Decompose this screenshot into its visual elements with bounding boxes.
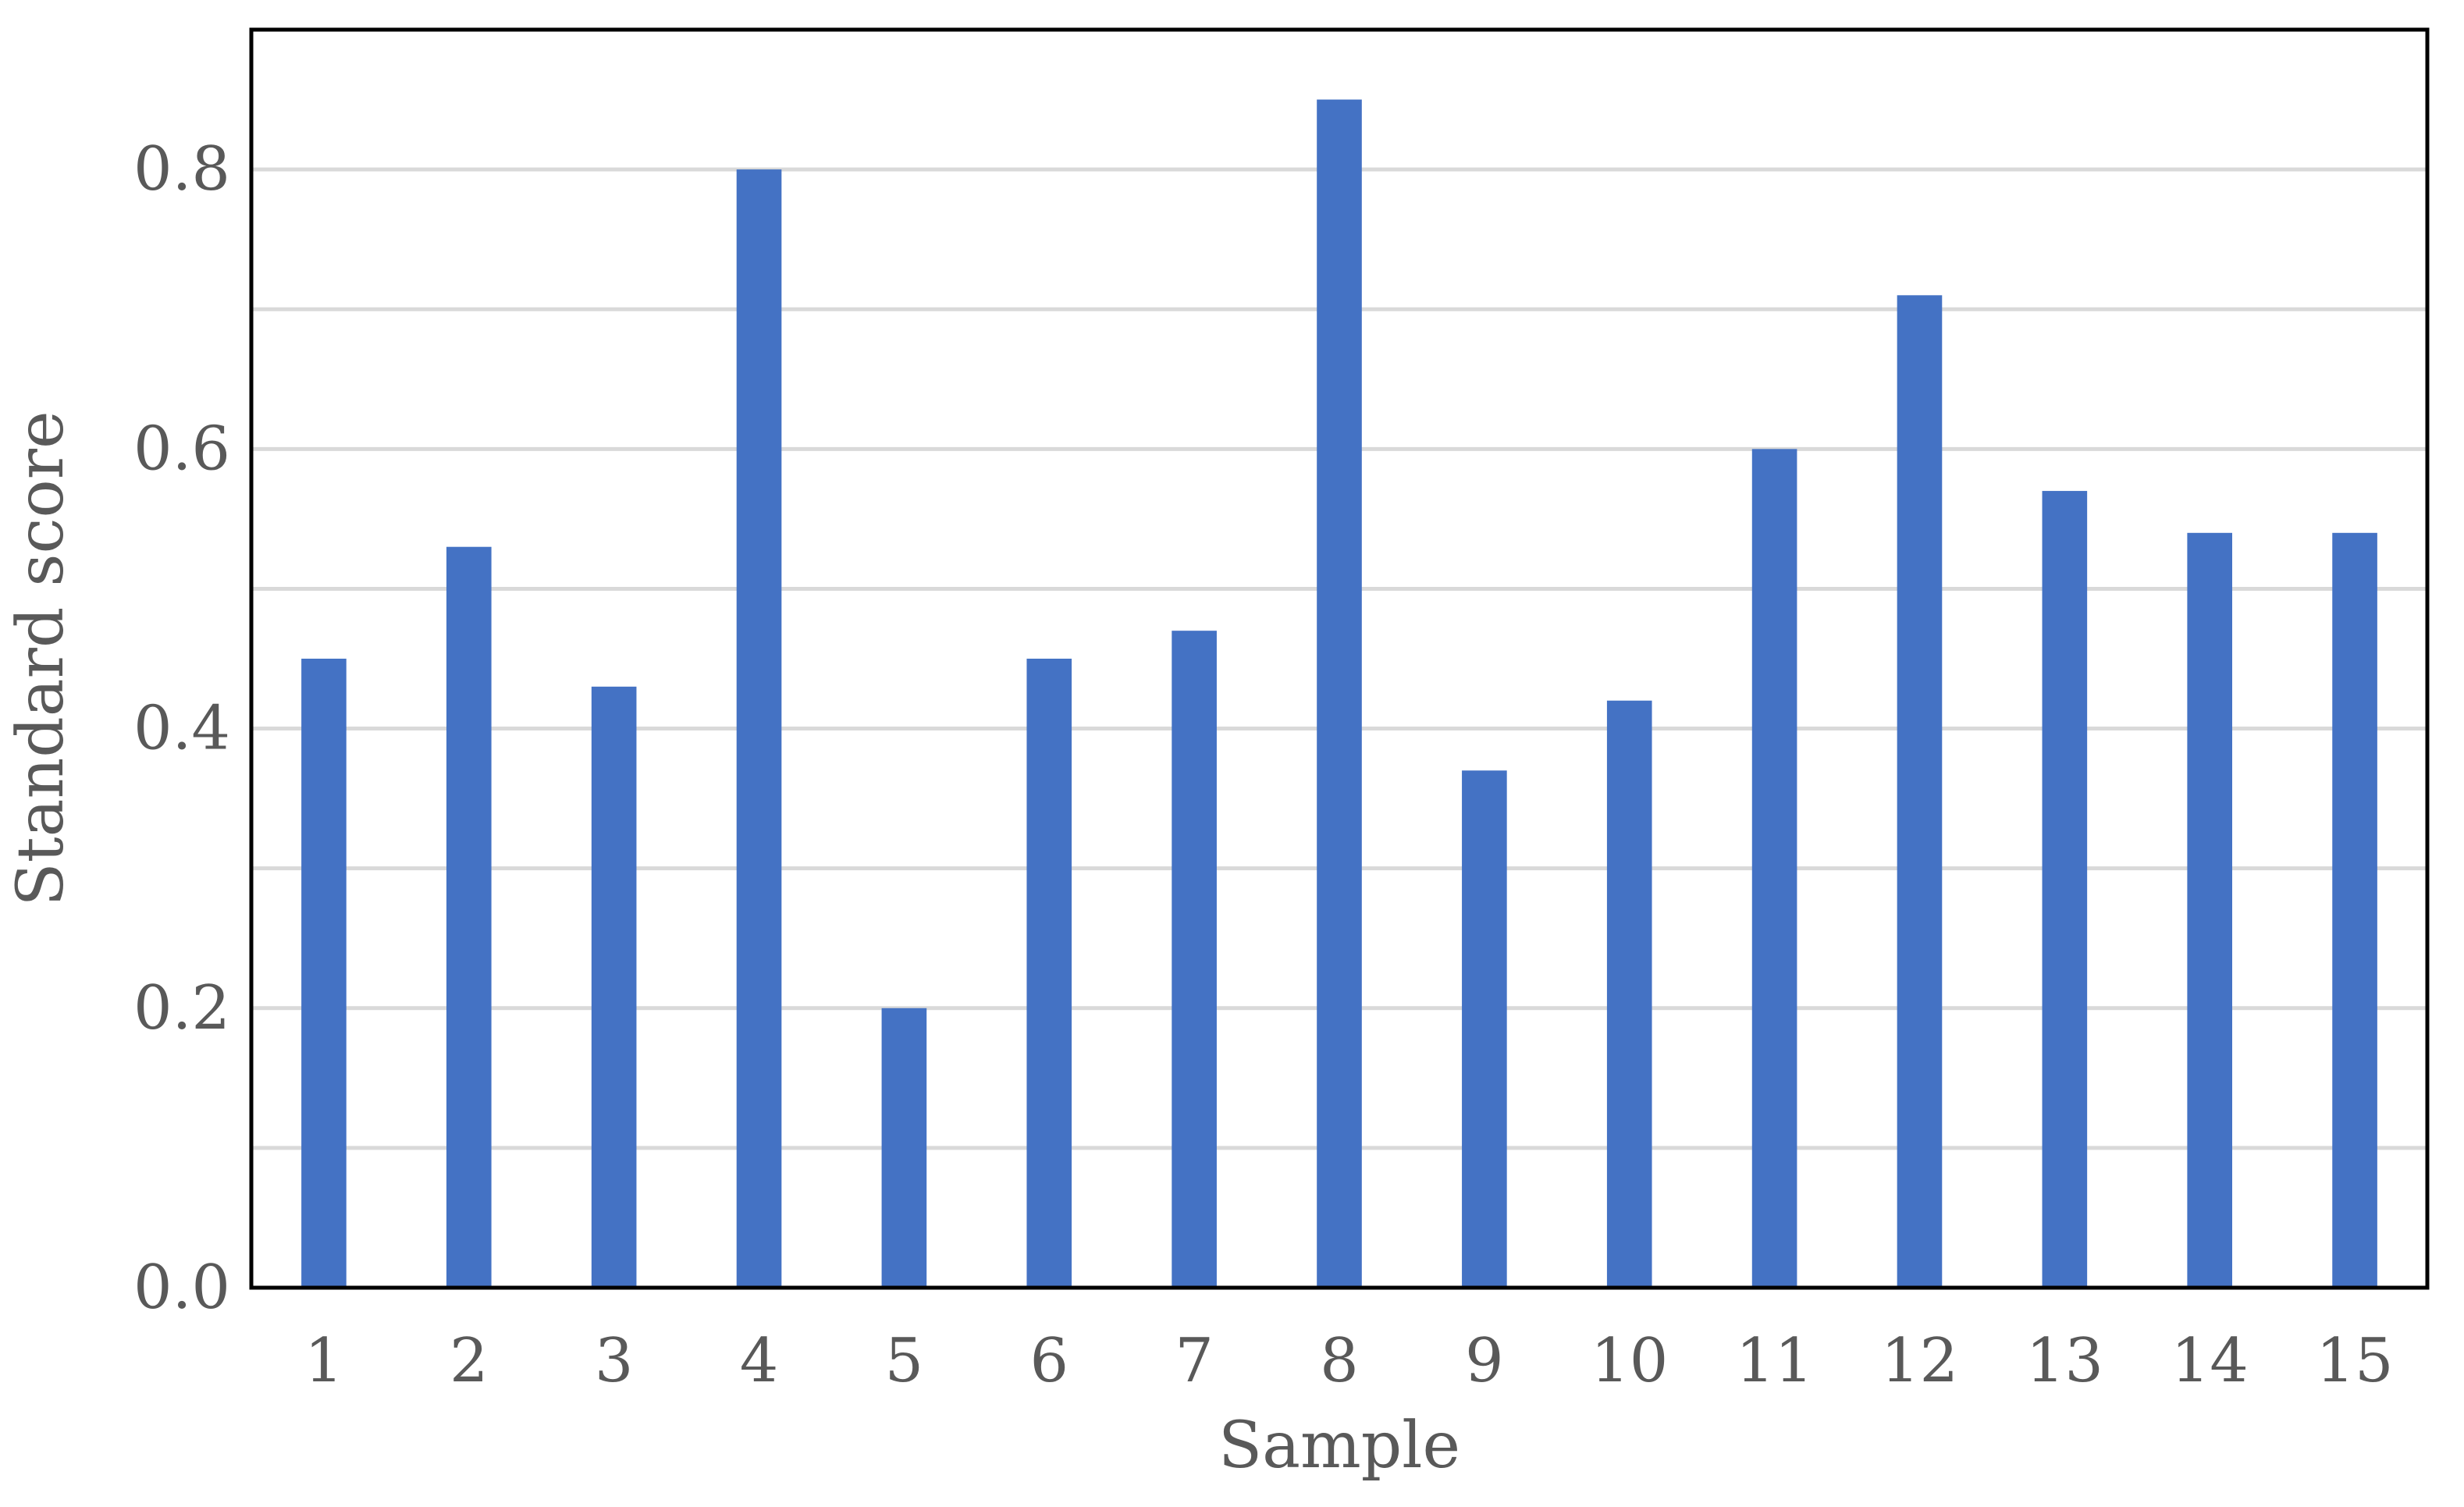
y-tick-label: 0.2 bbox=[133, 973, 230, 1043]
y-axis-title: Standard score bbox=[4, 411, 78, 906]
bar-sample-11 bbox=[1751, 449, 1797, 1288]
y-tick-label: 0.8 bbox=[133, 134, 230, 204]
bar-sample-8 bbox=[1317, 99, 1362, 1288]
x-tick-label: 1 bbox=[304, 1326, 343, 1396]
y-tick-label: 0.0 bbox=[133, 1253, 230, 1323]
x-tick-label: 14 bbox=[2171, 1326, 2249, 1396]
x-tick-label: 11 bbox=[1736, 1326, 1813, 1396]
x-tick-label: 5 bbox=[885, 1326, 924, 1396]
bar-sample-1 bbox=[301, 659, 347, 1288]
y-tick-label: 0.4 bbox=[133, 694, 230, 764]
bar-sample-4 bbox=[736, 169, 782, 1288]
x-tick-label: 6 bbox=[1029, 1326, 1068, 1396]
bar-sample-15 bbox=[2332, 532, 2377, 1288]
x-tick-label: 12 bbox=[1881, 1326, 1958, 1396]
bars bbox=[301, 99, 2377, 1288]
y-axis-ticks: 0.0 0.2 0.4 0.6 0.8 bbox=[133, 134, 230, 1323]
x-tick-label: 8 bbox=[1320, 1326, 1359, 1396]
bar-sample-12 bbox=[1897, 295, 1943, 1288]
x-tick-label: 9 bbox=[1465, 1326, 1504, 1396]
plot-frame bbox=[249, 27, 2430, 1290]
y-tick-label: 0.6 bbox=[133, 414, 230, 484]
bar-sample-2 bbox=[446, 546, 492, 1288]
x-tick-label: 13 bbox=[2026, 1326, 2103, 1396]
x-tick-label: 4 bbox=[740, 1326, 779, 1396]
bar-sample-7 bbox=[1172, 631, 1217, 1288]
x-tick-label: 3 bbox=[595, 1326, 634, 1396]
x-tick-label: 7 bbox=[1175, 1326, 1214, 1396]
x-axis-title: Sample bbox=[1218, 1409, 1460, 1483]
bar-sample-13 bbox=[2042, 491, 2088, 1288]
x-tick-label: 10 bbox=[1591, 1326, 1668, 1396]
bar-sample-14 bbox=[2187, 532, 2233, 1288]
x-tick-label: 15 bbox=[2316, 1326, 2393, 1396]
x-axis-ticks: 1 2 3 4 5 6 7 8 9 10 11 12 13 14 15 bbox=[304, 1326, 2394, 1396]
bar-sample-9 bbox=[1462, 770, 1507, 1288]
x-tick-label: 2 bbox=[450, 1326, 489, 1396]
bar-sample-5 bbox=[881, 1008, 927, 1288]
bar-sample-3 bbox=[591, 686, 637, 1288]
bar-sample-6 bbox=[1026, 659, 1072, 1288]
bar-sample-10 bbox=[1606, 700, 1652, 1288]
